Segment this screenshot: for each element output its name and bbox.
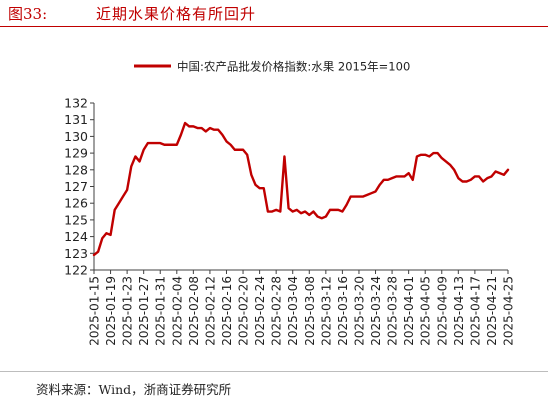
x-tick-label: 2025-04-01 — [402, 276, 416, 346]
y-tick-label: 129 — [64, 146, 88, 161]
line-chart: 中国:农产品批发价格指数:水果 2015年=100 122 123 124 125126… — [64, 60, 516, 346]
x-tick-label: 2025-03-16 — [336, 276, 350, 346]
x-tick-label: 2025-03-12 — [319, 276, 333, 346]
x-tick-label: 2025-01-27 — [137, 276, 151, 346]
x-tick-label: 2025-04-17 — [468, 276, 482, 346]
x-tick-label: 2025-03-08 — [303, 276, 317, 346]
x-tick-label: 2025-01-19 — [104, 276, 118, 346]
y-tick-label: 126 — [64, 196, 88, 211]
figure-title: 近期水果价格有所回升 — [96, 5, 257, 23]
x-tick-label: 2025-01-31 — [154, 276, 168, 346]
y-tick-label: 132 — [64, 96, 88, 111]
y-tick-label: 125 — [64, 212, 88, 227]
x-tick-label: 2025-04-25 — [502, 276, 516, 346]
x-tick-label: 2025-01-15 — [88, 276, 102, 346]
x-tick-label: 2025-03-24 — [369, 276, 383, 346]
x-tick-label: 2025-03-28 — [386, 276, 400, 346]
x-tick-label: 2025-02-20 — [237, 276, 251, 346]
y-tick-label: 128 — [64, 162, 88, 177]
figure-number: 图33: — [8, 5, 48, 23]
y-tick-label: 122 — [64, 263, 88, 278]
y-tick-label: 123 — [64, 246, 88, 261]
x-tick-label: 2025-03-20 — [352, 276, 366, 346]
x-tick-label: 2025-04-09 — [435, 276, 449, 346]
x-tick-label: 2025-04-13 — [452, 276, 466, 346]
x-tick-label: 2025-02-12 — [203, 276, 217, 346]
x-tick-label: 2025-02-24 — [253, 276, 267, 346]
x-tick-label: 2025-02-08 — [187, 276, 201, 346]
x-tick-label: 2025-01-23 — [121, 276, 135, 346]
x-tick-label: 2025-02-04 — [170, 276, 184, 346]
source-note: 资料来源：Wind，浙商证券研究所 — [36, 382, 232, 397]
legend-label: 中国:农产品批发价格指数:水果 2015年=100 — [177, 60, 410, 74]
y-tick-label: 124 — [64, 229, 88, 244]
series-line — [92, 121, 510, 257]
x-tick-label: 2025-04-05 — [419, 276, 433, 346]
source-note-bar: 资料来源：Wind，浙商证券研究所 — [0, 371, 548, 403]
x-tick-label: 2025-03-04 — [286, 276, 300, 346]
x-tick-label: 2025-04-21 — [485, 276, 499, 346]
x-tick-label: 2025-02-28 — [270, 276, 284, 346]
y-tick-label: 130 — [64, 129, 88, 144]
y-tick-label: 127 — [64, 179, 88, 194]
x-tick-label: 2025-02-16 — [220, 276, 234, 346]
y-tick-label: 131 — [64, 112, 88, 127]
figure-title-bar: 图33: 近期水果价格有所回升 — [0, 0, 548, 27]
